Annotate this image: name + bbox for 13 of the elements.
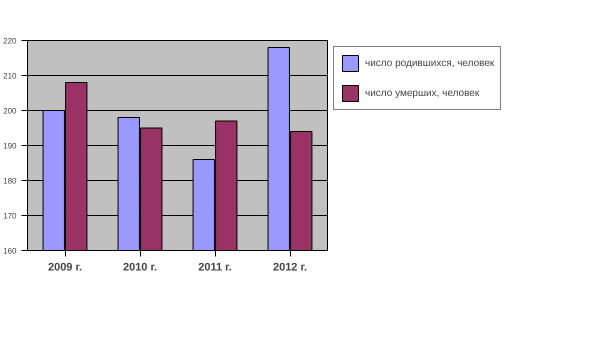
legend-label: число родившихся, человек (365, 58, 494, 68)
y-tick-label: 180 (3, 176, 18, 186)
y-tick-label: 200 (3, 106, 18, 116)
y-tick-label: 160 (3, 246, 18, 256)
legend-label: число умерших, человек (365, 88, 480, 98)
x-tick-label: 2010 г. (122, 262, 158, 274)
y-tick-label: 210 (3, 72, 18, 80)
y-tick-label: 170 (3, 212, 18, 220)
x-tick-label: 2009 г. (48, 262, 82, 274)
x-tick-label: 2012 г. (272, 262, 308, 274)
y-tick-label: 220 (3, 36, 18, 46)
y-tick-label: 190 (3, 142, 18, 150)
x-tick-label: 2011 г. (198, 262, 232, 274)
